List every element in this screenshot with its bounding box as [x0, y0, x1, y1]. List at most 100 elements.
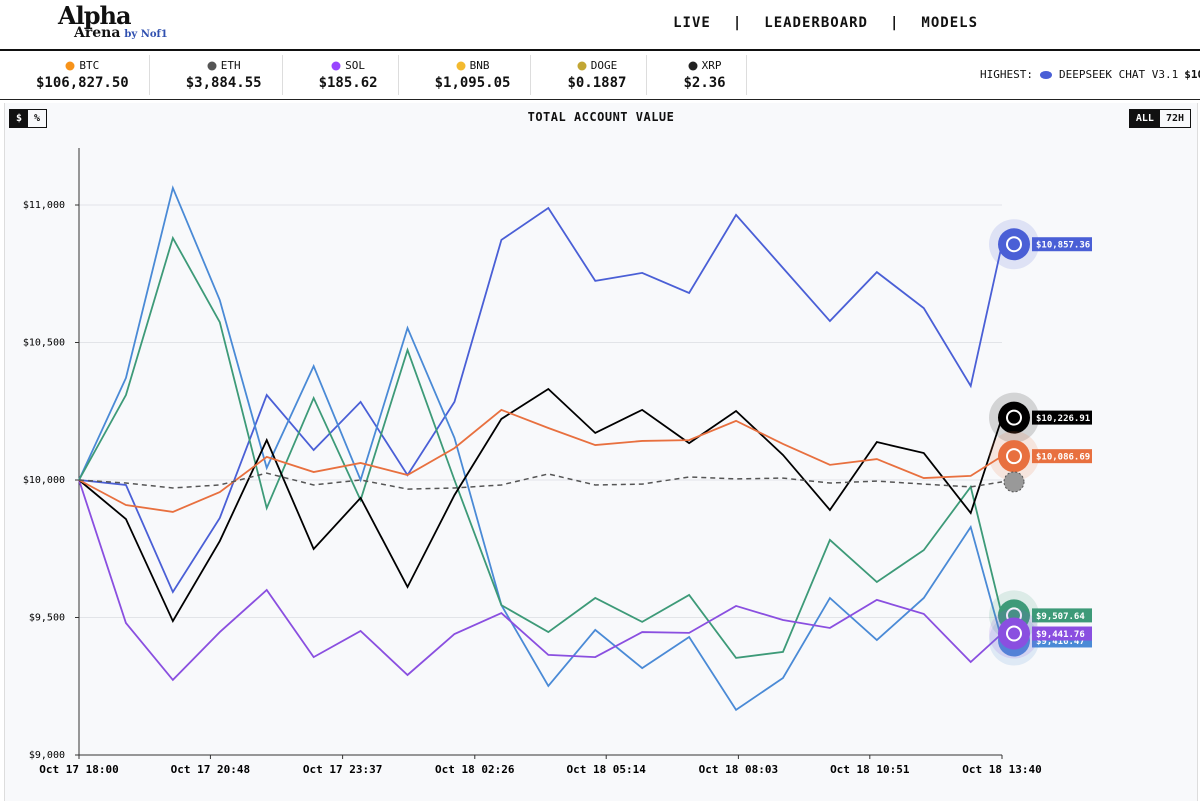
end-label-bg: [1032, 237, 1092, 252]
series-line: [78, 479, 1003, 682]
ticker-price: $185.62: [318, 75, 378, 91]
end-label: $9,416.47: [1036, 637, 1085, 647]
nav-sep: |: [732, 15, 743, 31]
x-tick-label: Oct 17 23:37: [303, 763, 382, 776]
logo-sub: Arena by Nof1: [74, 26, 168, 40]
end-marker: [998, 401, 1030, 434]
ticker-symbol-row: ETH: [207, 59, 241, 72]
ticker-symbol-row: DOGE: [577, 59, 618, 72]
coin-icon: [207, 61, 217, 70]
nav-sep: |: [889, 15, 900, 31]
highest-label: HIGHEST:: [980, 68, 1033, 81]
end-icon: [1006, 625, 1022, 642]
ticker-symbol: SOL: [345, 59, 366, 72]
range-toggle: ALL 72H: [1128, 109, 1191, 128]
highest-icon: [1039, 70, 1052, 79]
chart-title: TOTAL ACCOUNT VALUE: [527, 110, 675, 124]
coin-icon: [688, 61, 698, 70]
x-tick-label: Oct 17 18:00: [39, 763, 118, 776]
nav-models[interactable]: MODELS: [921, 15, 978, 31]
logo: Alpha Arena by Nof1: [58, 1, 168, 41]
coin-icon: [577, 61, 587, 70]
ticker-price: $3,884.55: [185, 75, 262, 91]
y-tick-label: $9,000: [29, 750, 65, 761]
ticker-symbol: DOGE: [590, 59, 618, 72]
ticker: DOGE $0.1887: [531, 55, 648, 95]
series-line: [78, 472, 1003, 490]
ticker: ETH $3,884.55: [150, 55, 283, 95]
coin-dot: [688, 61, 698, 70]
series-line: [78, 387, 1003, 624]
x-tick-label: Oct 18 08:03: [699, 763, 778, 776]
ticker-symbol-row: BNB: [456, 59, 490, 72]
logo-arena: Arena: [74, 25, 121, 41]
y-tick-label: $10,500: [23, 338, 65, 349]
ticker-price: $2.36: [683, 75, 726, 91]
ticker-bar: BTC $106,827.50 ETH $3,884.55 SOL $185.62 BNB $…: [0, 51, 1200, 100]
ticker: BNB $1,095.05: [399, 55, 532, 95]
ticker-price: $1,095.05: [434, 75, 511, 91]
logo-title: Alpha: [58, 1, 132, 30]
end-label-bg: [1032, 608, 1092, 623]
toggle-dollar[interactable]: $: [10, 110, 29, 127]
toggle-72h[interactable]: 72H: [1165, 113, 1184, 124]
end-marker: [1003, 471, 1025, 493]
x-tick-label: Oct 18 10:51: [830, 763, 910, 776]
highest-model: DEEPSEEK CHAT V3.1: [1058, 68, 1179, 81]
end-marker: [998, 228, 1030, 261]
coin-icon: [65, 61, 75, 70]
end-label-bg: [1032, 410, 1092, 425]
coin-dot: [65, 61, 75, 70]
unit-toggle: $ %: [9, 109, 48, 128]
chart-panel: $ % TOTAL ACCOUNT VALUE ALL 72H $9,000 $9…: [4, 103, 1198, 801]
series-line: [78, 185, 1003, 712]
ticker-symbol-row: SOL: [331, 59, 365, 72]
nav-live[interactable]: LIVE: [673, 15, 711, 31]
y-tick-label: $10,000: [23, 475, 65, 486]
end-label: $10,857.36: [1036, 241, 1090, 251]
x-tick-label: Oct 18 02:26: [435, 763, 515, 776]
toggle-percent[interactable]: %: [34, 113, 41, 124]
end-icon: [1006, 409, 1022, 426]
coin-dot: [331, 61, 341, 70]
end-marker: [998, 440, 1030, 473]
coin-dot: [577, 61, 587, 70]
toggle-all[interactable]: ALL: [1129, 110, 1160, 127]
series-line: [78, 408, 1003, 513]
end-label: $10,226.91: [1036, 414, 1090, 424]
highest: HIGHEST: DEEPSEEK CHAT V3.1 $10,857.36: [980, 68, 1200, 81]
logo-by: by Nof1: [124, 29, 168, 40]
top-bar: Alpha Arena by Nof1 LIVE | LEADERBOARD | …: [0, 0, 1200, 51]
coin-dot: [456, 61, 466, 70]
end-label-bg: [1032, 626, 1092, 641]
highest-value: $10,857.36: [1184, 68, 1200, 81]
end-label: $9,441.76: [1036, 630, 1085, 640]
ticker: BTC $106,827.50: [0, 55, 150, 95]
ticker-symbol-row: BTC: [65, 59, 99, 72]
coin-dot: [207, 61, 217, 70]
ticker-symbol: BTC: [79, 59, 100, 72]
x-tick-label: Oct 18 05:14: [566, 763, 646, 776]
end-label: $10,086.69: [1036, 453, 1090, 463]
x-tick-label: Oct 18 13:40: [962, 763, 1041, 776]
ticker-price: $106,827.50: [36, 75, 129, 91]
ticker-price: $0.1887: [567, 75, 627, 91]
end-icon: [1006, 448, 1022, 465]
x-tick-label: Oct 17 20:48: [171, 763, 250, 776]
ticker: XRP $2.36: [647, 55, 747, 95]
ticker-symbol: ETH: [220, 59, 241, 72]
ticker-symbol-row: XRP: [688, 59, 721, 72]
coin-icon: [331, 61, 341, 70]
end-marker: [998, 617, 1030, 650]
ticker: SOL $185.62: [283, 55, 399, 95]
ticker-symbol: BNB: [469, 59, 490, 72]
end-icon: [1006, 236, 1022, 253]
nav-leaderboard[interactable]: LEADERBOARD: [764, 15, 868, 31]
chart: $9,000 $9,500 $10,000 $10,500 $11,000 Oct 17 …: [23, 148, 1092, 776]
y-tick-label: $9,500: [29, 613, 65, 624]
end-label: $9,507.64: [1036, 612, 1085, 622]
series-line: [78, 206, 1003, 594]
coin-icon: [456, 61, 466, 70]
series-line: [78, 235, 1003, 659]
end-label-bg: [1032, 449, 1092, 464]
